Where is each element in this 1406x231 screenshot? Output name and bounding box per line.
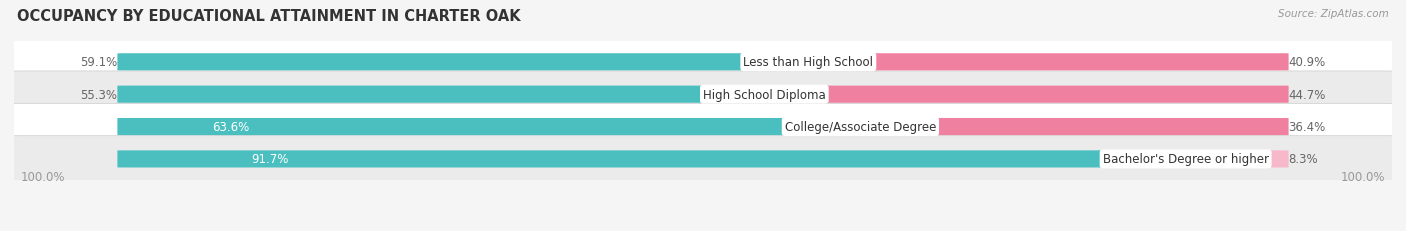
- Text: OCCUPANCY BY EDUCATIONAL ATTAINMENT IN CHARTER OAK: OCCUPANCY BY EDUCATIONAL ATTAINMENT IN C…: [17, 9, 520, 24]
- Text: 36.4%: 36.4%: [1289, 121, 1326, 134]
- FancyBboxPatch shape: [758, 86, 1289, 103]
- FancyBboxPatch shape: [0, 72, 1406, 118]
- Text: College/Associate Degree: College/Associate Degree: [785, 121, 936, 134]
- FancyBboxPatch shape: [801, 54, 1289, 71]
- FancyBboxPatch shape: [118, 86, 772, 103]
- Text: 63.6%: 63.6%: [212, 121, 250, 134]
- Text: 44.7%: 44.7%: [1289, 88, 1326, 101]
- FancyBboxPatch shape: [0, 136, 1406, 182]
- Text: 91.7%: 91.7%: [252, 153, 290, 166]
- Text: 40.9%: 40.9%: [1289, 56, 1326, 69]
- Text: Less than High School: Less than High School: [744, 56, 873, 69]
- FancyBboxPatch shape: [853, 119, 1289, 136]
- Text: Source: ZipAtlas.com: Source: ZipAtlas.com: [1278, 9, 1389, 19]
- Text: 100.0%: 100.0%: [21, 170, 66, 183]
- Text: 55.3%: 55.3%: [80, 88, 118, 101]
- Text: 8.3%: 8.3%: [1289, 153, 1319, 166]
- FancyBboxPatch shape: [0, 40, 1406, 86]
- FancyBboxPatch shape: [118, 119, 868, 136]
- Text: High School Diploma: High School Diploma: [703, 88, 825, 101]
- FancyBboxPatch shape: [118, 54, 815, 71]
- Text: 100.0%: 100.0%: [1340, 170, 1385, 183]
- FancyBboxPatch shape: [118, 151, 1192, 168]
- Text: Bachelor's Degree or higher: Bachelor's Degree or higher: [1102, 153, 1268, 166]
- FancyBboxPatch shape: [0, 104, 1406, 150]
- FancyBboxPatch shape: [1178, 151, 1289, 168]
- Text: 59.1%: 59.1%: [80, 56, 118, 69]
